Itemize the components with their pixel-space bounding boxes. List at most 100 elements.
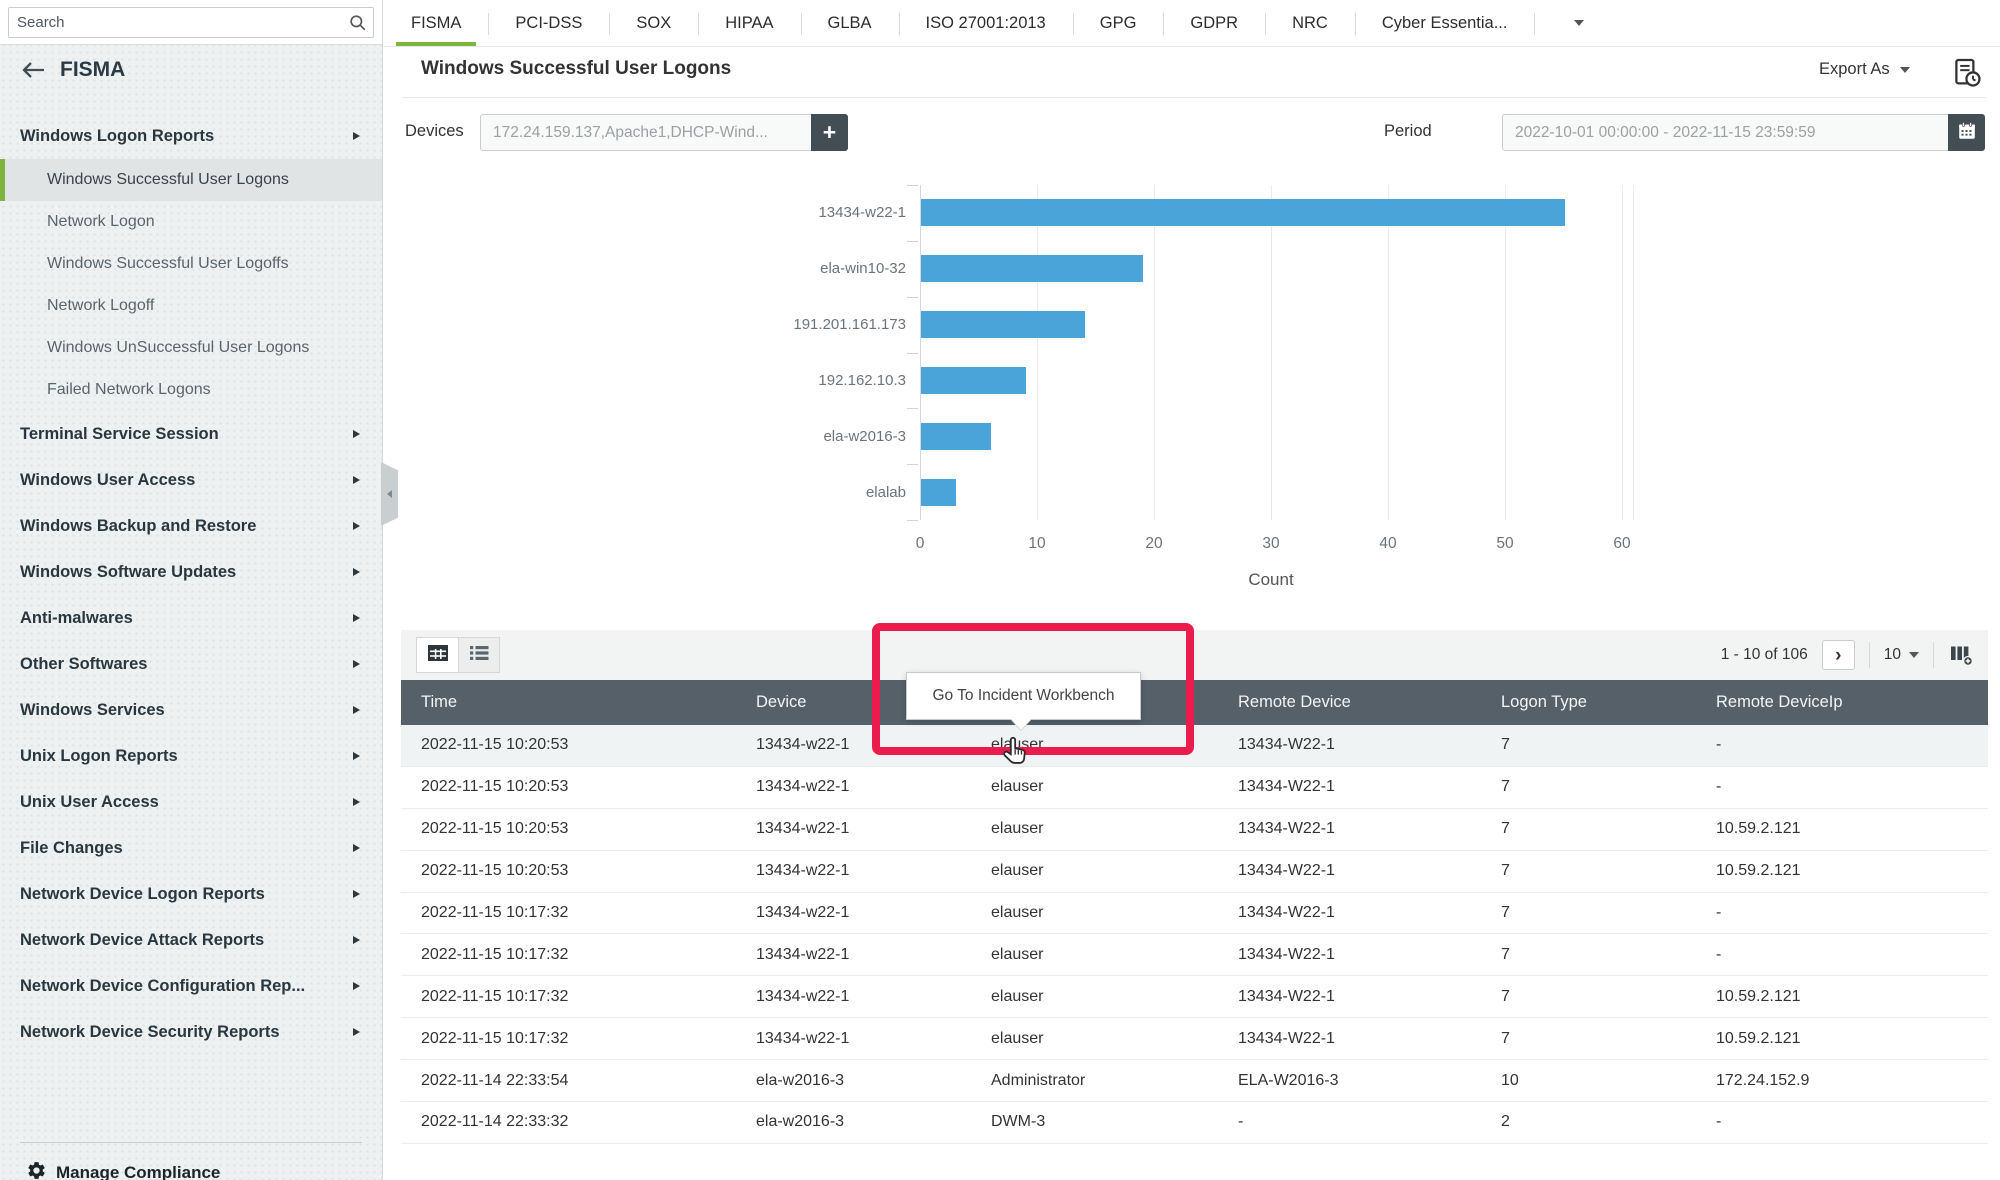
column-header-remote-deviceip[interactable]: Remote DeviceIp	[1716, 693, 1843, 711]
table-cell: 13434-w22-1	[756, 987, 850, 1005]
sidebar-item-network-logoff[interactable]: Network Logoff	[0, 285, 382, 327]
table-row[interactable]: 2022-11-14 22:33:32 ela-w2016-3 DWM-3 - 2 -	[401, 1102, 1988, 1144]
tab-overflow-button[interactable]	[1534, 0, 1618, 46]
chevron-right-icon	[353, 430, 360, 438]
table-row[interactable]: 2022-11-15 10:17:32 13434-w22-1 elauser 134…	[401, 976, 1988, 1019]
chevron-right-icon	[353, 706, 360, 714]
period-input[interactable]	[1502, 114, 1949, 151]
divider	[1933, 642, 1934, 668]
list-view-button[interactable]	[458, 638, 499, 672]
chart-bar-13434-w22-1[interactable]	[921, 199, 1565, 227]
sidebar-item-label: Windows Backup and Restore	[20, 516, 257, 535]
chart-x-axis-ticks: 0 10 20 30 40 50 60	[916, 535, 1634, 555]
sidebar-item-windows-unsuccessful-user-logons[interactable]: Windows UnSuccessful User Logons	[0, 327, 382, 369]
chart-bar-ela-w2016-3[interactable]	[921, 422, 992, 450]
sidebar-item-windows-logon-reports[interactable]: Windows Logon Reports	[0, 113, 382, 159]
chart-plot	[907, 185, 1634, 521]
table-row[interactable]: 2022-11-14 22:33:54 ela-w2016-3 Administra…	[401, 1060, 1988, 1103]
sidebar-collapse-handle[interactable]	[381, 462, 398, 526]
sidebar-item-network-device-configuration-rep[interactable]: Network Device Configuration Rep...	[0, 963, 382, 1009]
column-header-remote-device[interactable]: Remote Device	[1238, 693, 1351, 711]
tab-glba[interactable]: GLBA	[800, 0, 899, 46]
back-arrow-icon[interactable]	[20, 59, 46, 81]
chevron-right-icon	[353, 1028, 360, 1036]
table-row[interactable]: 2022-11-15 10:20:53 13434-w22-1 elauser 134…	[401, 850, 1988, 893]
sidebar-item-other-softwares[interactable]: Other Softwares	[0, 641, 382, 687]
tab-gdpr[interactable]: GDPR	[1163, 0, 1265, 46]
sidebar-item-file-changes[interactable]: File Changes	[0, 825, 382, 871]
table-cell: ela-w2016-3	[756, 1071, 845, 1089]
sidebar-item-network-device-attack-reports[interactable]: Network Device Attack Reports	[0, 917, 382, 963]
column-header-time[interactable]: Time	[421, 693, 458, 711]
export-as-button[interactable]: Export As	[1819, 60, 1910, 79]
search-icon[interactable]	[343, 13, 373, 33]
chart-gridline	[1037, 185, 1038, 520]
table-header-row: Time Device Remote Device Logon Type Remote …	[401, 680, 1988, 725]
chart-x-tick-label: 30	[1262, 535, 1280, 552]
sidebar-item-windows-successful-user-logoffs[interactable]: Windows Successful User Logoffs	[0, 243, 382, 285]
chart-bar-191-201-161-173[interactable]	[921, 311, 1085, 339]
page-size-select[interactable]: 10	[1884, 646, 1919, 664]
title-divider	[402, 97, 1986, 98]
calendar-button[interactable]	[1948, 114, 1985, 151]
tab-pci-dss[interactable]: PCI-DSS	[488, 0, 609, 46]
add-column-button[interactable]	[1948, 643, 1974, 667]
column-header-device[interactable]: Device	[756, 693, 807, 711]
table-cell: 2022-11-15 10:20:53	[421, 736, 569, 754]
sidebar-item-network-device-security-reports[interactable]: Network Device Security Reports	[0, 1009, 382, 1055]
sidebar-item-label: Windows Successful User Logoffs	[47, 255, 289, 272]
view-toggle-group	[416, 637, 500, 673]
chevron-right-icon	[353, 476, 360, 484]
table-row[interactable]: 2022-11-15 10:17:32 13434-w22-1 elauser 134…	[401, 934, 1988, 977]
chart-category-label: ela-w2016-3	[823, 427, 906, 445]
table-row[interactable]: 2022-11-15 10:20:53 13434-w22-1 elauser 134…	[401, 808, 1988, 851]
table-row[interactable]: 2022-11-15 10:20:53 13434-w22-1 elauser 134…	[401, 725, 1988, 767]
calendar-icon	[1956, 120, 1978, 145]
tab-hipaa[interactable]: HIPAA	[698, 0, 800, 46]
table-cell: 2022-11-15 10:17:32	[421, 987, 569, 1005]
sidebar-search-strip	[0, 0, 382, 45]
tab-fisma[interactable]: FISMA	[384, 0, 488, 46]
sidebar-item-windows-user-access[interactable]: Windows User Access	[0, 457, 382, 503]
table-row[interactable]: 2022-11-15 10:17:32 13434-w22-1 elauser 134…	[401, 1018, 1988, 1061]
chart-bar-elalab[interactable]	[921, 478, 957, 506]
table-view-button[interactable]	[417, 638, 458, 672]
schedule-report-icon[interactable]	[1950, 56, 1984, 90]
tab-sox[interactable]: SOX	[609, 0, 698, 46]
table-cell: 7	[1501, 987, 1510, 1005]
tab-nrc[interactable]: NRC	[1265, 0, 1355, 46]
tooltip-label: Go To Incident Workbench	[932, 687, 1115, 704]
table-cell: 2022-11-15 10:17:32	[421, 945, 569, 963]
sidebar-item-label: Network Device Logon Reports	[20, 884, 265, 903]
tab-gpg[interactable]: GPG	[1072, 0, 1164, 46]
chart-bar-ela-win10-32[interactable]	[921, 255, 1144, 283]
tab-iso-27001-2013[interactable]: ISO 27001:2013	[898, 0, 1073, 46]
table-row[interactable]: 2022-11-15 10:17:32 13434-w22-1 elauser 134…	[401, 892, 1988, 935]
chart-gridline	[1622, 185, 1623, 520]
chart-bar-192-162-10-3[interactable]	[921, 366, 1027, 394]
sidebar-item-windows-software-updates[interactable]: Windows Software Updates	[0, 549, 382, 595]
sidebar-item-unix-logon-reports[interactable]: Unix Logon Reports	[0, 733, 382, 779]
sidebar-item-windows-successful-user-logons[interactable]: Windows Successful User Logons	[0, 159, 382, 201]
devices-input[interactable]	[480, 114, 812, 151]
table-row[interactable]: 2022-11-15 10:20:53 13434-w22-1 elauser 134…	[401, 766, 1988, 809]
incident-workbench-tooltip[interactable]: Go To Incident Workbench	[906, 672, 1141, 731]
sidebar-item-anti-malwares[interactable]: Anti-malwares	[0, 595, 382, 641]
sidebar-item-terminal-service-session[interactable]: Terminal Service Session	[0, 411, 382, 457]
tab-cyber-essentia[interactable]: Cyber Essentia...	[1354, 0, 1535, 46]
sidebar-item-windows-backup-and-restore[interactable]: Windows Backup and Restore	[0, 503, 382, 549]
add-device-button[interactable]: +	[811, 114, 848, 151]
sidebar-item-unix-user-access[interactable]: Unix User Access	[0, 779, 382, 825]
chart-y-tick	[907, 520, 918, 521]
sidebar-item-windows-services[interactable]: Windows Services	[0, 687, 382, 733]
next-page-button[interactable]: ›	[1821, 640, 1855, 670]
sidebar-item-network-device-logon-reports[interactable]: Network Device Logon Reports	[0, 871, 382, 917]
chart-category-label: 192.162.10.3	[818, 371, 906, 389]
sidebar-item-failed-network-logons[interactable]: Failed Network Logons	[0, 369, 382, 411]
search-box[interactable]	[8, 7, 374, 38]
sidebar-item-network-logon[interactable]: Network Logon	[0, 201, 382, 243]
search-input[interactable]	[9, 14, 343, 31]
column-header-logon-type[interactable]: Logon Type	[1501, 693, 1587, 711]
sidebar-item-label: Network Logon	[47, 213, 155, 230]
manage-compliance-button[interactable]: Manage Compliance	[26, 1160, 220, 1180]
